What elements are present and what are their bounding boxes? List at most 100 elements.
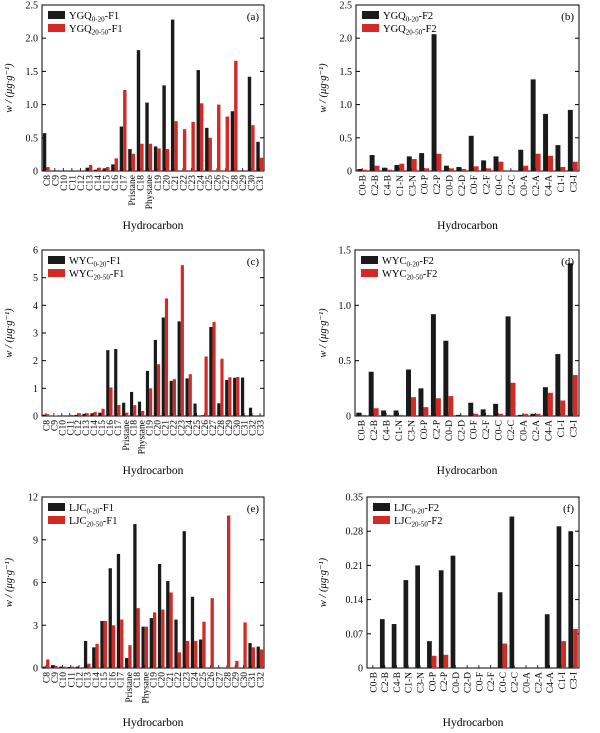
y-tick-label: 0.5: [340, 133, 353, 144]
legend-swatch: [361, 256, 378, 264]
bar-series-2: [227, 515, 231, 668]
bar-series-2: [85, 413, 89, 416]
bar-series-2: [123, 89, 127, 171]
x-tick-label: C29: [225, 420, 235, 436]
bar-series-2: [69, 414, 73, 416]
bar-series-2: [188, 374, 192, 416]
bar-series-2: [259, 157, 264, 171]
bar-series-1: [381, 410, 387, 416]
bar-series-1: [406, 156, 412, 171]
x-tick-label: C29: [239, 175, 249, 191]
bar-series-2: [547, 392, 553, 416]
x-tick-label: C0-C: [499, 672, 509, 693]
bar-series-1: [116, 554, 121, 668]
x-tick-label: Phystane: [145, 175, 155, 209]
x-tick-label: C2-P: [432, 420, 442, 440]
bar-series-1: [182, 531, 186, 668]
x-tick-label: C0-B: [358, 420, 368, 441]
x-tick-label: C31: [248, 672, 258, 688]
bar-series-2: [128, 645, 132, 668]
x-tick-label: C2-B: [370, 420, 380, 441]
bar-series-1: [394, 165, 400, 171]
y-tick-label: 2.5: [340, 1, 353, 12]
y-tick-label: 0: [33, 167, 38, 178]
bar-series-1: [555, 145, 561, 171]
x-tick-label: C27: [209, 420, 219, 436]
bar-series-2: [202, 621, 206, 668]
bar-series-2: [398, 414, 404, 416]
bar-series-2: [443, 654, 449, 668]
bar-series-2: [523, 413, 528, 416]
y-tick-label: 0.28: [346, 527, 364, 538]
bar-series-2: [149, 388, 153, 416]
x-tick-label: C18: [137, 175, 147, 191]
bar-series-1: [67, 666, 71, 668]
bar-series-1: [567, 263, 573, 416]
bar-series-2: [144, 626, 149, 668]
chart-panel-1: 00.51.01.52.02.5C8C9C10C11C12C13C14C15C1…: [4, 1, 266, 233]
legend-swatch: [48, 24, 65, 32]
x-tick-label: C20: [162, 175, 172, 191]
y-tick-label: 1.5: [339, 246, 352, 257]
y-axis-title: w / (μg·g⁻¹): [4, 63, 15, 113]
bar-series-1: [170, 19, 175, 171]
y-tick-label: 5: [33, 273, 38, 284]
bar-series-1: [161, 317, 165, 416]
bar-series-2: [235, 660, 239, 668]
x-tick-label: Phystane: [138, 420, 148, 454]
y-tick-label: 12: [28, 493, 38, 504]
bar-series-2: [572, 161, 578, 171]
bar-series-2: [448, 396, 454, 416]
x-tick-label: C0-A: [520, 420, 530, 441]
x-tick-label: C17: [114, 420, 124, 436]
bar-series-2: [208, 137, 212, 171]
bar-series-1: [225, 380, 229, 416]
bar-series-1: [468, 135, 474, 171]
bar-series-2: [156, 364, 161, 416]
bar-series-1: [209, 326, 213, 416]
x-tick-label: C2-A: [534, 672, 544, 693]
bar-series-2: [169, 592, 173, 668]
bar-series-2: [502, 643, 508, 668]
y-tick-label: 6: [33, 246, 38, 257]
bar-series-2: [510, 382, 516, 416]
bar-series-1: [509, 516, 515, 668]
panel-label: (f): [563, 503, 574, 515]
bar-series-2: [572, 375, 578, 416]
x-tick-label: C2-B: [381, 672, 391, 693]
bar-series-1: [177, 321, 181, 416]
bar-series-1: [505, 316, 511, 416]
bar-series-2: [435, 398, 441, 416]
bar-series-1: [201, 415, 205, 416]
x-tick-label: C32: [256, 672, 266, 688]
bar-series-1: [106, 350, 110, 416]
bar-series-2: [535, 153, 541, 171]
x-tick-label: C0-P: [421, 175, 431, 195]
bar-series-2: [259, 649, 264, 668]
bar-series-1: [455, 414, 461, 416]
bar-series-1: [368, 371, 374, 416]
x-tick-label: C24: [185, 420, 195, 436]
bar-series-2: [62, 666, 66, 668]
legend-label: LJC0-20-F1: [69, 503, 114, 516]
bar-series-1: [418, 388, 424, 416]
bar-series-1: [59, 666, 63, 668]
x-tick-label: C11: [66, 420, 76, 436]
bar-series-2: [561, 641, 567, 668]
bar-series-2: [185, 640, 190, 668]
bar-series-2: [117, 404, 121, 416]
bar-series-1: [193, 403, 197, 416]
bar-series-1: [85, 167, 89, 171]
bar-series-1: [480, 409, 486, 416]
bar-series-1: [119, 126, 124, 171]
bar-series-1: [98, 412, 102, 416]
y-tick-label: 1.0: [339, 301, 352, 312]
bar-series-1: [128, 149, 132, 171]
bar-series-2: [46, 659, 50, 668]
x-tick-label: C4-A: [544, 420, 554, 441]
x-axis-title: Hydrocarbon: [437, 220, 498, 232]
x-tick-label: C19: [146, 420, 156, 436]
bar-series-1: [100, 620, 104, 668]
bar-series-1: [382, 167, 387, 171]
bar-series-1: [42, 666, 47, 668]
